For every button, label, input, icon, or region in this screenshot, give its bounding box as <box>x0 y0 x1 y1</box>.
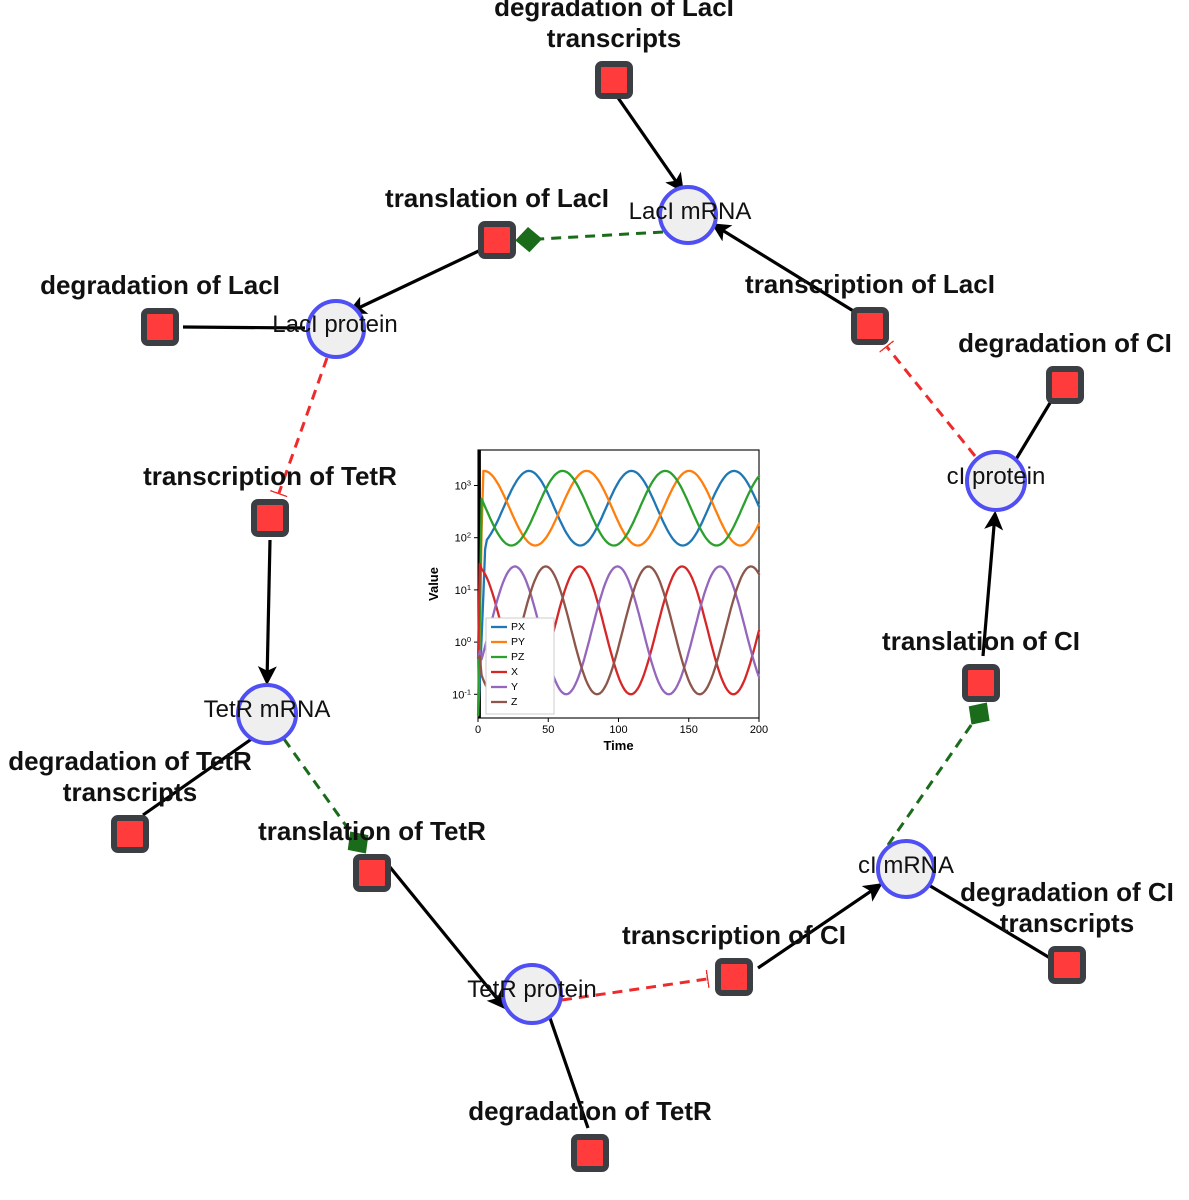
svg-text:Value: Value <box>426 567 441 601</box>
svg-text:50: 50 <box>542 724 554 736</box>
svg-text:Time: Time <box>603 738 633 753</box>
svg-text:Y: Y <box>511 681 518 693</box>
svg-text:PX: PX <box>511 621 525 633</box>
svg-text:100: 100 <box>609 724 627 736</box>
svg-text:X: X <box>511 666 518 678</box>
svg-text:PZ: PZ <box>511 651 525 663</box>
svg-text:200: 200 <box>750 724 768 736</box>
svg-text:PY: PY <box>511 636 525 648</box>
svg-text:0: 0 <box>475 724 481 736</box>
svg-text:150: 150 <box>680 724 698 736</box>
svg-text:Z: Z <box>511 696 518 708</box>
